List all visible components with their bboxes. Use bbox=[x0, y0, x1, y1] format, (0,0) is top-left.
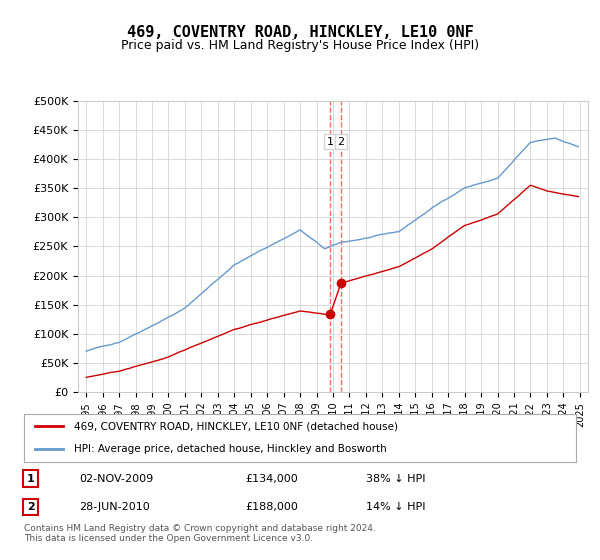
Text: 14% ↓ HPI: 14% ↓ HPI bbox=[366, 502, 426, 512]
Text: Price paid vs. HM Land Registry's House Price Index (HPI): Price paid vs. HM Land Registry's House … bbox=[121, 39, 479, 52]
Text: 469, COVENTRY ROAD, HINCKLEY, LE10 0NF (detached house): 469, COVENTRY ROAD, HINCKLEY, LE10 0NF (… bbox=[74, 421, 398, 431]
Text: 02-NOV-2009: 02-NOV-2009 bbox=[79, 474, 154, 484]
Text: 1: 1 bbox=[327, 137, 334, 147]
Text: £188,000: £188,000 bbox=[245, 502, 298, 512]
Text: 469, COVENTRY ROAD, HINCKLEY, LE10 0NF: 469, COVENTRY ROAD, HINCKLEY, LE10 0NF bbox=[127, 25, 473, 40]
Text: HPI: Average price, detached house, Hinckley and Bosworth: HPI: Average price, detached house, Hinc… bbox=[74, 444, 386, 454]
Text: 38% ↓ HPI: 38% ↓ HPI bbox=[366, 474, 426, 484]
Text: Contains HM Land Registry data © Crown copyright and database right 2024.
This d: Contains HM Land Registry data © Crown c… bbox=[24, 524, 376, 543]
Text: 1: 1 bbox=[27, 474, 35, 484]
Text: 28-JUN-2010: 28-JUN-2010 bbox=[79, 502, 150, 512]
Text: 2: 2 bbox=[337, 137, 344, 147]
Text: 2: 2 bbox=[27, 502, 35, 512]
Text: £134,000: £134,000 bbox=[245, 474, 298, 484]
